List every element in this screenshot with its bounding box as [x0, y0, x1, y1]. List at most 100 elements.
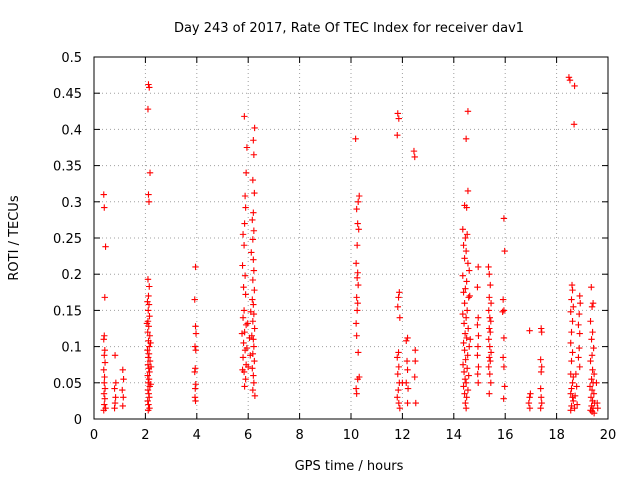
data-point	[394, 131, 401, 139]
data-point	[487, 379, 495, 386]
data-point	[120, 394, 127, 401]
data-point	[239, 262, 246, 269]
data-point	[499, 308, 506, 316]
data-point	[249, 236, 257, 243]
data-point	[396, 289, 403, 296]
data-point	[352, 135, 359, 143]
data-point	[249, 318, 257, 325]
data-point	[191, 296, 198, 303]
data-point	[462, 356, 469, 363]
data-point	[500, 363, 508, 371]
y-tick-label: 0.5	[61, 51, 82, 66]
x-tick-label: 8	[295, 428, 303, 443]
data-point	[394, 370, 401, 378]
data-point	[395, 349, 402, 356]
data-point	[239, 314, 247, 321]
data-point	[100, 336, 107, 343]
data-point	[145, 81, 152, 88]
data-point	[572, 370, 580, 378]
data-point	[100, 366, 107, 373]
data-point	[248, 249, 255, 256]
y-tick-label: 0.2	[61, 268, 82, 283]
data-point	[461, 255, 468, 262]
data-point	[100, 191, 107, 198]
data-point	[576, 330, 583, 337]
data-point	[459, 226, 466, 233]
data-point	[147, 381, 154, 388]
data-point	[465, 294, 472, 301]
data-point	[588, 336, 595, 343]
data-point	[576, 310, 583, 318]
data-point	[462, 135, 470, 143]
data-point	[590, 344, 597, 352]
data-point	[463, 231, 471, 238]
data-point	[500, 215, 508, 222]
data-point	[573, 401, 581, 408]
data-point	[249, 386, 257, 394]
data-point	[462, 247, 470, 255]
data-point	[537, 394, 545, 401]
data-point	[249, 176, 257, 184]
data-point	[462, 234, 469, 242]
data-point	[242, 169, 250, 177]
data-point	[242, 291, 249, 298]
data-point	[250, 301, 257, 308]
y-tick-label: 0.25	[53, 232, 82, 247]
data-point	[570, 121, 578, 128]
data-point	[412, 357, 419, 365]
data-point	[394, 354, 401, 361]
data-point	[501, 247, 508, 255]
data-point	[404, 399, 411, 407]
data-point	[538, 328, 545, 336]
data-point	[460, 242, 467, 249]
data-point	[399, 379, 406, 386]
data-point	[146, 343, 153, 350]
x-tick-label: 0	[90, 428, 98, 443]
data-point	[394, 303, 401, 310]
data-point	[589, 328, 596, 336]
data-point	[243, 144, 251, 151]
data-point	[500, 307, 508, 314]
data-point	[463, 278, 470, 285]
data-point	[462, 314, 470, 321]
data-point	[352, 320, 360, 327]
data-point	[465, 372, 472, 379]
data-point	[487, 299, 495, 307]
data-point	[238, 330, 246, 337]
data-point	[251, 189, 258, 197]
data-point	[249, 216, 256, 224]
data-point	[588, 284, 595, 291]
data-point	[355, 226, 362, 233]
data-point	[353, 242, 361, 249]
data-point	[394, 110, 401, 117]
data-point	[460, 289, 467, 296]
data-point	[485, 263, 492, 271]
x-tick-label: 10	[343, 428, 360, 443]
data-point	[245, 363, 252, 371]
data-point	[485, 336, 492, 343]
data-point	[461, 390, 468, 397]
data-point	[567, 339, 574, 347]
data-point	[192, 347, 199, 354]
data-point	[462, 404, 470, 412]
data-point	[101, 204, 108, 211]
data-point	[571, 404, 578, 412]
data-point	[587, 394, 595, 401]
data-point	[474, 343, 482, 350]
data-point	[568, 357, 575, 365]
data-point	[567, 407, 574, 414]
data-point	[102, 404, 109, 412]
data-point	[240, 307, 248, 314]
data-point	[247, 308, 254, 316]
data-point	[102, 243, 109, 250]
data-point	[567, 390, 574, 397]
data-point	[569, 286, 576, 294]
data-point	[247, 352, 254, 359]
x-tick-label: 2	[141, 428, 149, 443]
data-point	[466, 343, 473, 350]
data-point	[101, 352, 108, 359]
data-point	[192, 263, 199, 271]
data-point	[587, 318, 594, 325]
data-point	[587, 357, 594, 365]
x-tick-label: 12	[394, 428, 411, 443]
